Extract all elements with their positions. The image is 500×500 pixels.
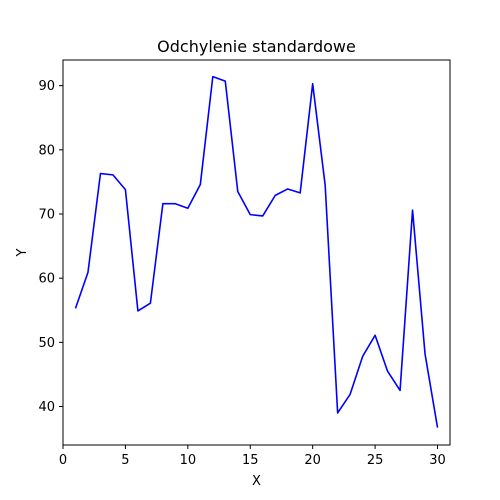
y-tick-label: 60: [38, 272, 55, 287]
chart-title: Odchylenie standardowe: [157, 37, 356, 56]
y-axis-label: Y: [15, 248, 30, 257]
x-tick-label: 0: [59, 453, 67, 468]
y-tick-label: 50: [38, 336, 55, 351]
x-tick-label: 30: [429, 453, 446, 468]
plot-frame: [62, 59, 451, 446]
y-tick-label: 40: [38, 400, 55, 415]
x-tick-label: 10: [180, 453, 197, 468]
x-tick-label: 20: [304, 453, 321, 468]
x-axis-label: X: [252, 474, 261, 489]
series-line-0: [74, 75, 439, 428]
x-tick-label: 25: [367, 453, 384, 468]
x-tick-label: 15: [242, 453, 259, 468]
y-tick-label: 90: [38, 79, 55, 94]
y-tick-label: 70: [38, 208, 55, 223]
x-axis-ticks: 0 5 10 15 20 25 30: [59, 445, 446, 468]
y-tick-label: 80: [38, 143, 55, 158]
plot-area: [62, 59, 451, 446]
x-tick-label: 5: [121, 453, 129, 468]
y-axis-ticks: 40 50 60 70 80 90: [38, 79, 63, 415]
